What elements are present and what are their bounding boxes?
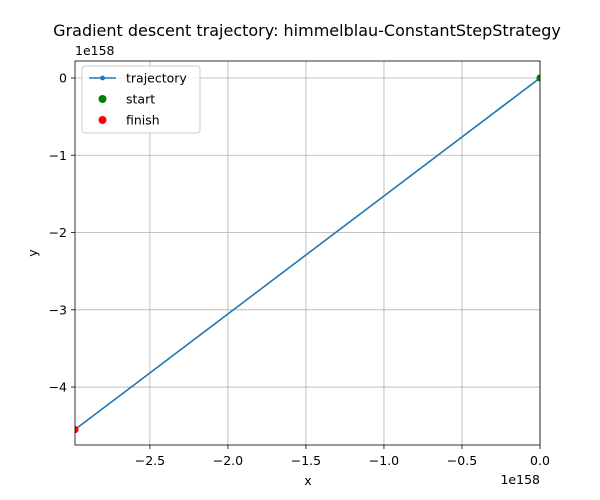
legend-entry-trajectory: trajectory (89, 71, 187, 86)
y-tick-label: −1 (49, 148, 67, 163)
legend-label: trajectory (126, 71, 187, 86)
x-tick-label: −0.5 (447, 453, 477, 468)
trajectory-line (75, 77, 540, 431)
legend-entry-finish: finish (98, 113, 160, 128)
y-tick-label: −4 (49, 380, 67, 395)
legend-marker-swatch (98, 95, 107, 103)
x-axis-label: x (304, 473, 311, 488)
series-layer (75, 74, 540, 434)
legend-box (81, 65, 201, 134)
legend-entry-start: start (98, 92, 155, 107)
y-axis-label: y (25, 249, 40, 257)
finish-point (75, 425, 79, 434)
y-offset-label: 1e158 (75, 43, 115, 58)
legend-label: start (126, 92, 155, 107)
y-tick-label: −2 (49, 225, 67, 240)
legend: trajectory start finish (81, 65, 201, 134)
start-point (536, 74, 540, 82)
x-tick-label: 0.0 (530, 453, 550, 468)
legend-label: finish (126, 113, 160, 128)
x-tick-label: −1.5 (291, 453, 321, 468)
legend-point-swatch (100, 75, 105, 81)
y-tick-label: 0 (59, 70, 67, 85)
plot-frame (74, 60, 541, 446)
x-tick-label: −2.5 (135, 453, 165, 468)
x-tick-label: −1.0 (369, 453, 399, 468)
legend-marker-swatch (98, 116, 107, 124)
x-tick-label: −2.0 (213, 453, 243, 468)
ticks: −2.5 −2.0 −1.5 −1.0 −0.5 0.0 0 −1 −2 −3 −4 (49, 70, 550, 468)
y-tick-label: −3 (49, 302, 67, 317)
x-offset-label: 1e158 (500, 472, 540, 487)
chart-title: Gradient descent trajectory: himmelblau-… (53, 21, 561, 40)
